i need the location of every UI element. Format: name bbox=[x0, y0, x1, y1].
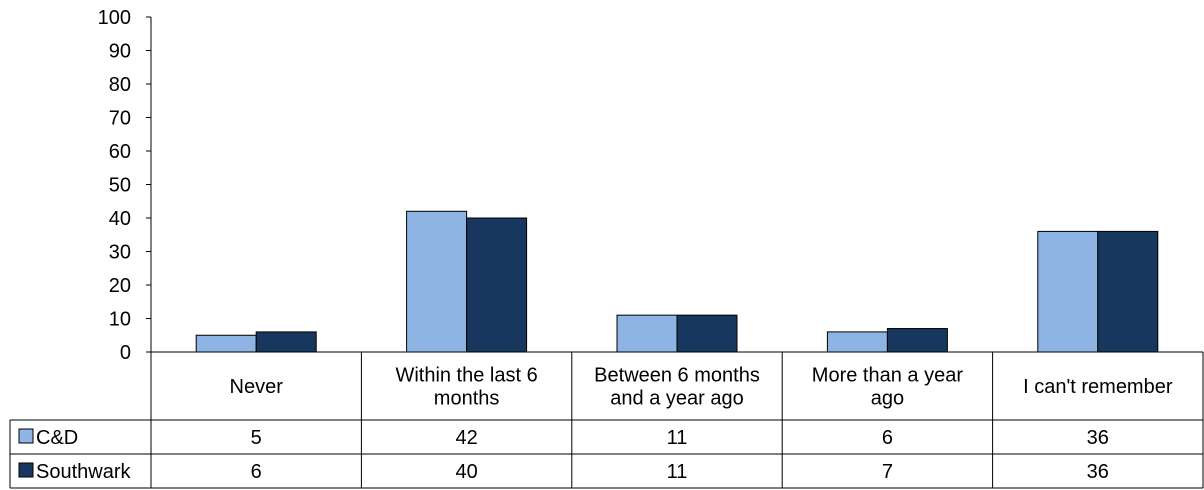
y-tick-label: 90 bbox=[109, 41, 131, 63]
bar-cd bbox=[195, 334, 257, 353]
bar-southwark bbox=[255, 331, 317, 353]
y-tick-label: 100 bbox=[98, 7, 131, 29]
legend-label: C&D bbox=[36, 427, 78, 449]
legend-key-southwark bbox=[18, 462, 34, 478]
y-tick-label: 30 bbox=[109, 242, 131, 264]
data-value: 6 bbox=[251, 461, 262, 483]
data-table: Never Within the last 6 months Between 6 mo… bbox=[9, 351, 1204, 489]
category-label: Between 6 months and a year ago bbox=[594, 365, 760, 410]
data-value: 36 bbox=[1087, 427, 1109, 449]
bar-cd bbox=[826, 331, 888, 353]
category-label: I can't remember bbox=[1023, 376, 1173, 398]
category-label: Within the last 6 months bbox=[395, 365, 537, 410]
category-label: More than a year ago bbox=[812, 365, 964, 410]
bar-cd bbox=[1037, 230, 1099, 353]
bar-cd bbox=[406, 210, 468, 353]
category-label: Never bbox=[230, 376, 284, 398]
y-tick-label: 40 bbox=[109, 208, 131, 230]
data-value: 40 bbox=[455, 461, 477, 483]
y-tick-label: 80 bbox=[109, 74, 131, 96]
data-value: 11 bbox=[667, 461, 688, 483]
bar-southwark bbox=[466, 217, 528, 353]
bar-southwark bbox=[1097, 230, 1159, 353]
data-value: 42 bbox=[455, 427, 477, 449]
data-value: 11 bbox=[667, 427, 688, 449]
data-value: 36 bbox=[1087, 461, 1109, 483]
bars bbox=[195, 210, 1159, 353]
y-tick-label: 60 bbox=[109, 141, 131, 163]
data-value: 5 bbox=[251, 427, 262, 449]
y-tick-label: 70 bbox=[109, 108, 131, 130]
y-tick-label: 50 bbox=[109, 175, 131, 197]
bar-southwark bbox=[886, 328, 948, 353]
y-tick-label: 20 bbox=[109, 275, 131, 297]
y-tick-label: 0 bbox=[120, 342, 131, 364]
y-tick-label: 10 bbox=[109, 309, 131, 331]
data-value: 7 bbox=[882, 461, 893, 483]
bar-southwark bbox=[676, 314, 738, 353]
y-axis: 0 10 20 30 40 50 60 70 80 90 100 bbox=[98, 7, 152, 364]
legend-key-cd bbox=[18, 428, 34, 444]
data-value: 6 bbox=[882, 427, 893, 449]
bar-cd bbox=[616, 314, 678, 353]
legend-label: Southwark bbox=[36, 461, 131, 483]
